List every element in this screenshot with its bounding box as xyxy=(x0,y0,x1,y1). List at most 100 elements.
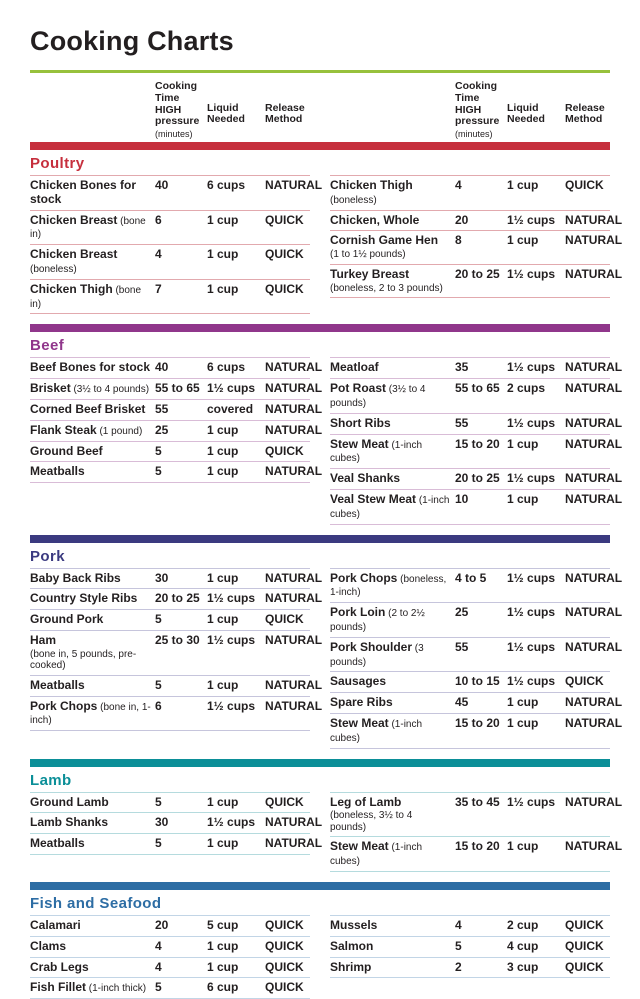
liquid-value: 1 cup xyxy=(207,959,239,974)
item-name: Beef Bones for stock xyxy=(30,361,155,375)
release-value: NATURAL xyxy=(565,605,623,620)
item-note: (2 to 2½ pounds) xyxy=(330,608,425,634)
liquid-value: 1 cup xyxy=(207,612,239,627)
item-name-text: Corned Beef Brisket xyxy=(30,402,146,417)
item-name: Stew Meat (1-inch cubes) xyxy=(330,716,455,745)
liquid-value: 1½ cups xyxy=(207,381,256,396)
item-name: Country Style Ribs xyxy=(30,592,155,606)
item-name-text: Crab Legs xyxy=(30,959,89,974)
release-value: QUICK xyxy=(565,959,604,974)
item-name: Veal Shanks xyxy=(330,471,455,486)
table-row: Cornish Game Hen (1 to 1½ pounds) 8 1 cup NA… xyxy=(330,231,622,265)
page-title: Cooking Charts xyxy=(30,26,234,56)
release-value: NATURAL xyxy=(565,233,623,248)
release-value: NATURAL xyxy=(565,839,623,854)
release-value: QUICK xyxy=(265,794,304,809)
release-header: Release Method xyxy=(565,101,605,126)
column-header-group-left: Cooking Time HIGH pressure (minutes) Liq… xyxy=(30,76,310,142)
liquid-value: 6 cup xyxy=(207,980,239,995)
item-name: Short Ribs xyxy=(330,416,455,431)
liquid-value: 3 cup xyxy=(507,959,539,974)
liquid-value: 1 cup xyxy=(507,839,539,854)
liquid-value: 1½ cups xyxy=(507,605,556,620)
section-tables: Chicken Bones for stock 40 6 cups NATURAL Ch… xyxy=(30,175,622,315)
item-name: Chicken Thigh (bone in) xyxy=(30,282,155,311)
release-value: NATURAL xyxy=(565,794,623,809)
table-row: Sausages 10 to 15 1½ cups QUICK xyxy=(330,672,610,694)
item-name: Chicken Thigh (boneless) xyxy=(330,178,455,207)
item-name-text: Pork Chops xyxy=(30,698,98,713)
table-row: Ground Lamb 5 1 cup QUICK xyxy=(30,793,310,814)
release-value: NATURAL xyxy=(565,570,623,585)
liquid-value: 1½ cups xyxy=(207,815,256,830)
item-name: Brisket (3½ to 4 pounds) xyxy=(30,381,155,396)
table-row: Chicken Bones for stock 40 6 cups NATURAL xyxy=(30,176,322,211)
release-value: NATURAL xyxy=(265,422,323,437)
table-row: Meatloaf 35 1½ cups NATURAL xyxy=(330,358,622,380)
liquid-value: 1½ cups xyxy=(507,415,556,430)
liquid-value: 1 cup xyxy=(207,836,239,851)
time-value: 25 to 30 xyxy=(155,633,200,648)
time-value: 5 xyxy=(155,612,162,627)
item-note: (1-inch thick) xyxy=(86,983,147,995)
item-name: Corned Beef Brisket xyxy=(30,402,155,417)
item-name-text: Ground Lamb xyxy=(30,794,109,809)
item-name-text: Stew Meat xyxy=(330,716,389,730)
table-row: Pork Shoulder (3 pounds) 55 1½ cups NATURAL xyxy=(330,638,622,673)
item-name-text: Stew Meat xyxy=(330,436,389,451)
time-value: 4 xyxy=(155,247,162,262)
item-note: (boneless) xyxy=(30,264,77,276)
time-value: 30 xyxy=(155,570,169,585)
table-row: Pork Loin (2 to 2½ pounds) 25 1½ cups NATUR… xyxy=(330,603,622,638)
release-value: NATURAL xyxy=(265,677,323,692)
item-name-text: Pot Roast xyxy=(330,381,387,396)
item-name: Ground Beef xyxy=(30,444,155,459)
item-note: (boneless, 3½ to 4 pounds) xyxy=(330,810,413,833)
time-value: 20 to 25 xyxy=(155,591,200,606)
item-note: (1 pound) xyxy=(96,425,143,437)
item-name-text: Leg of Lamb xyxy=(330,794,402,809)
item-name: Mussels xyxy=(330,918,455,933)
table-row: Meatballs 5 1 cup NATURAL xyxy=(30,462,322,484)
section-tables: Baby Back Ribs 30 1 cup NATURAL Country Styl… xyxy=(30,567,622,749)
liquid-value: 1½ cups xyxy=(507,570,556,585)
liquid-value: 1½ cups xyxy=(207,698,256,713)
section-tables: Beef Bones for stock 40 6 cups NATURAL Brisk… xyxy=(30,357,622,525)
item-note: (boneless) xyxy=(330,194,377,206)
time-value: 5 xyxy=(155,677,162,692)
item-name: Calamari xyxy=(30,918,155,933)
time-value: 4 xyxy=(455,917,462,932)
time-value: 5 xyxy=(455,938,462,953)
liquid-value: 1½ cups xyxy=(207,633,256,648)
table-row: Mussels 4 2 cup QUICK xyxy=(330,916,610,937)
time-value: 6 xyxy=(155,698,162,713)
section-bar xyxy=(30,142,610,151)
table-row: Turkey Breast (boneless, 2 to 3 pounds) 20… xyxy=(330,265,622,299)
time-value: 8 xyxy=(455,233,462,248)
table-row: Ham (bone in, 5 pounds, pre-cooked) 25 to … xyxy=(30,631,322,676)
time-value: 25 xyxy=(155,422,169,437)
item-note: (1-inch cubes) xyxy=(330,719,423,744)
section-heading: Fish and Seafood xyxy=(30,894,162,912)
item-name: Meatloaf xyxy=(330,361,455,375)
time-value: 40 xyxy=(155,360,169,375)
time-value: 5 xyxy=(155,794,162,809)
section-heading: Beef xyxy=(30,337,65,355)
table-row: Chicken Thigh (bone in) 7 1 cup QUICK xyxy=(30,280,310,315)
liquid-value: 1 cup xyxy=(207,570,239,585)
data-table-left: Baby Back Ribs 30 1 cup NATURAL Country Styl… xyxy=(30,567,322,732)
item-name-text: Chicken Breast xyxy=(30,212,118,227)
liquid-value: 6 cups xyxy=(207,178,246,193)
item-name: Turkey Breast (boneless, 2 to 3 pounds) xyxy=(330,267,455,294)
release-value: NATURAL xyxy=(265,381,323,396)
time-header-label: Cooking Time HIGH pressure xyxy=(455,80,500,128)
table-row: Pork Chops (bone in, 1-inch) 6 1½ cups NATU… xyxy=(30,697,322,732)
section-bar xyxy=(30,758,610,767)
release-value: QUICK xyxy=(565,917,604,932)
item-name: Ham (bone in, 5 pounds, pre-cooked) xyxy=(30,633,155,672)
item-name: Pot Roast (3½ to 4 pounds) xyxy=(330,381,455,410)
table-row: Chicken Breast (bone in) 6 1 cup QUICK xyxy=(30,211,310,246)
item-name-text: Spare Ribs xyxy=(330,695,393,710)
liquid-header: Liquid Needed xyxy=(207,101,245,126)
item-name: Spare Ribs xyxy=(330,695,455,710)
